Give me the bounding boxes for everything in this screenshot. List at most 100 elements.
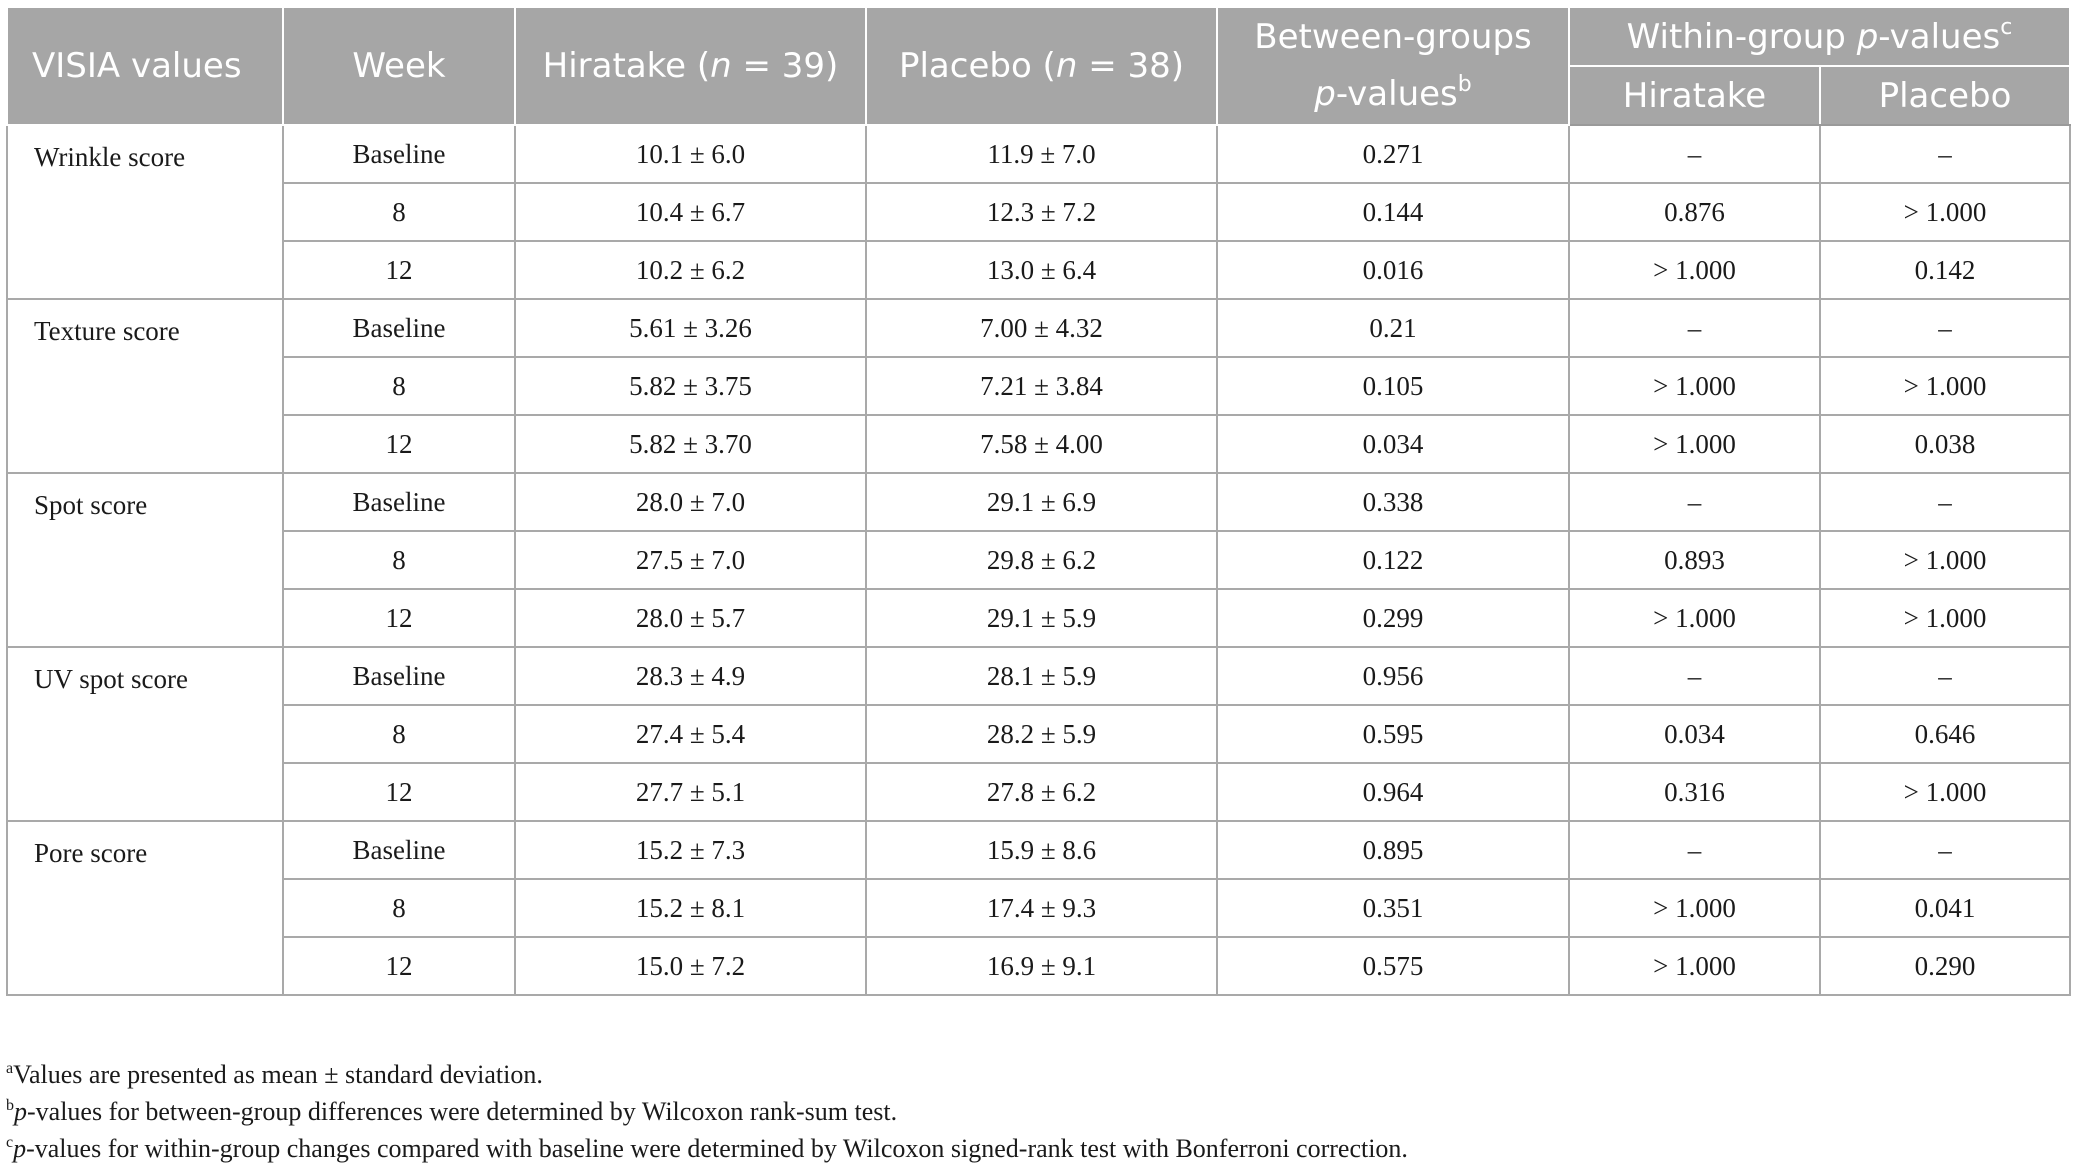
hiratake-value-cell: 15.2 ± 7.3 [514,820,867,880]
table-row: 12 5.82 ± 3.70 7.58 ± 4.00 0.034 > 1.000 0.03… [7,414,2072,474]
variable-name-cell: Pore score [6,820,284,996]
within-placebo-p-cell: 0.041 [1818,878,2072,938]
table-row: Pore score Baseline 15.2 ± 7.3 15.9 ± 8.6 0.… [6,820,2072,996]
table-container: VISIA values Week Hiratake (n = 39) Plac… [6,6,2072,996]
table-row: 8 5.82 ± 3.75 7.21 ± 3.84 0.105 > 1.000 > 1.0… [7,356,2072,416]
placebo-value-cell: 28.1 ± 5.9 [865,646,1218,706]
placebo-value-cell: 7.21 ± 3.84 [865,356,1218,416]
visia-results-table: VISIA values Week Hiratake (n = 39) Plac… [6,6,2072,996]
hiratake-value-cell: 28.0 ± 7.0 [514,472,867,532]
placebo-value-cell: 15.9 ± 8.6 [865,820,1218,880]
between-p-value-cell: 0.271 [1216,124,1570,184]
within-hiratake-p-cell: – [1568,820,1821,880]
footnote-italic-symbol: p [13,1134,27,1163]
footnote-text: Values are presented as mean ± standard … [13,1060,543,1089]
week-cell: Baseline [282,124,516,184]
placebo-value-cell: 11.9 ± 7.0 [865,124,1218,184]
within-hiratake-p-cell: – [1568,646,1821,706]
header-within-hiratake: Hiratake [1568,65,1821,126]
header-hiratake: Hiratake (n = 39) [514,6,867,126]
table-header: VISIA values Week Hiratake (n = 39) Plac… [6,6,2072,126]
week-cell: Baseline [282,646,516,706]
hiratake-value-cell: 5.82 ± 3.70 [514,414,867,474]
footnote-mark: b [6,1097,14,1114]
footnote: aValues are presented as mean ± standard… [6,1056,2069,1093]
between-p-value-cell: 0.299 [1216,588,1570,648]
within-placebo-p-cell: > 1.000 [1818,762,2072,822]
table-row: 8 27.4 ± 5.4 28.2 ± 5.9 0.595 0.034 0.646 [7,704,2072,764]
between-p-value-cell: 0.21 [1216,298,1570,358]
week-cell: 8 [282,530,516,590]
between-p-value-cell: 0.122 [1216,530,1570,590]
footnote-mark: c [6,1134,14,1151]
table-row: 8 10.4 ± 6.7 12.3 ± 7.2 0.144 0.876 > 1.000 [7,182,2072,242]
table-row: 8 27.5 ± 7.0 29.8 ± 6.2 0.122 0.893 > 1.000 [7,530,2072,590]
table-row: 12 15.0 ± 7.2 16.9 ± 9.1 0.575 > 1.000 0.290 [7,936,2072,996]
placebo-value-cell: 27.8 ± 6.2 [865,762,1218,822]
week-cell: Baseline [282,298,516,358]
header-row-2: Hiratake Placebo [7,65,2072,126]
within-placebo-p-cell: – [1818,820,2072,880]
header-visia-values: VISIA values [6,6,284,126]
within-hiratake-p-cell: > 1.000 [1568,356,1821,416]
week-cell: 12 [282,762,516,822]
week-cell: 8 [282,878,516,938]
within-hiratake-p-cell: – [1568,472,1821,532]
within-placebo-p-cell: > 1.000 [1818,356,2072,416]
hiratake-value-cell: 27.5 ± 7.0 [514,530,867,590]
variable-name-cell: Spot score [6,472,284,648]
placebo-value-cell: 29.1 ± 6.9 [865,472,1218,532]
between-p-value-cell: 0.575 [1216,936,1570,996]
placebo-value-cell: 7.00 ± 4.32 [865,298,1218,358]
within-hiratake-p-cell: > 1.000 [1568,936,1821,996]
within-placebo-p-cell: 0.646 [1818,704,2072,764]
header-within-group: Within-group p-valuesc [1567,6,2072,67]
header-between-groups: Between-groups p-valuesb [1216,6,1570,126]
footnotes: aValues are presented as mean ± standard… [6,1056,2069,1167]
table-row: 8 15.2 ± 8.1 17.4 ± 9.3 0.351 > 1.000 0.041 [7,878,2072,938]
within-hiratake-p-cell: 0.893 [1568,530,1821,590]
table-row: UV spot score Baseline 28.3 ± 4.9 28.1 ± 5.… [6,646,2072,822]
within-hiratake-p-cell: 0.316 [1568,762,1821,822]
hiratake-value-cell: 10.4 ± 6.7 [514,182,867,242]
placebo-value-cell: 7.58 ± 4.00 [865,414,1218,474]
table-row: Wrinkle score Baseline 10.1 ± 6.0 11.9 ± 7.… [6,124,2072,300]
footnote: bp-values for between-group differences … [6,1093,2069,1130]
footnote-mark: a [6,1060,14,1077]
table-row: 12 28.0 ± 5.7 29.1 ± 5.9 0.299 > 1.000 > 1.00… [7,588,2072,648]
within-placebo-p-cell: – [1818,124,2072,184]
header-placebo: Placebo (n = 38) [865,6,1218,126]
within-placebo-p-cell: 0.290 [1818,936,2072,996]
within-placebo-p-cell: 0.142 [1818,240,2072,300]
hiratake-value-cell: 15.0 ± 7.2 [514,936,867,996]
within-hiratake-p-cell: > 1.000 [1568,878,1821,938]
placebo-value-cell: 17.4 ± 9.3 [865,878,1218,938]
within-hiratake-p-cell: – [1568,124,1821,184]
within-hiratake-p-cell: > 1.000 [1568,414,1821,474]
within-placebo-p-cell: – [1818,298,2072,358]
week-cell: 12 [282,240,516,300]
header-row-1: VISIA values Week Hiratake (n = 39) Plac… [6,6,2072,126]
variable-name-cell: UV spot score [6,646,284,822]
hiratake-value-cell: 10.2 ± 6.2 [514,240,867,300]
placebo-value-cell: 13.0 ± 6.4 [865,240,1218,300]
hiratake-value-cell: 10.1 ± 6.0 [514,124,867,184]
header-week: Week [282,6,516,126]
footnote-italic-symbol: p [14,1097,27,1126]
within-hiratake-p-cell: 0.876 [1568,182,1821,242]
within-hiratake-p-cell: > 1.000 [1568,588,1821,648]
within-placebo-p-cell: 0.038 [1818,414,2072,474]
week-cell: Baseline [282,820,516,880]
footnote: cp-values for within-group changes compa… [6,1130,2069,1167]
footnote-text: -values for within-group changes compare… [26,1134,1408,1163]
hiratake-value-cell: 27.4 ± 5.4 [514,704,867,764]
placebo-value-cell: 29.8 ± 6.2 [865,530,1218,590]
week-cell: 12 [282,588,516,648]
week-cell: 8 [282,356,516,416]
hiratake-value-cell: 15.2 ± 8.1 [514,878,867,938]
within-placebo-p-cell: – [1818,472,2072,532]
week-cell: Baseline [282,472,516,532]
between-p-value-cell: 0.964 [1216,762,1570,822]
within-placebo-p-cell: > 1.000 [1818,588,2072,648]
between-p-value-cell: 0.956 [1216,646,1570,706]
